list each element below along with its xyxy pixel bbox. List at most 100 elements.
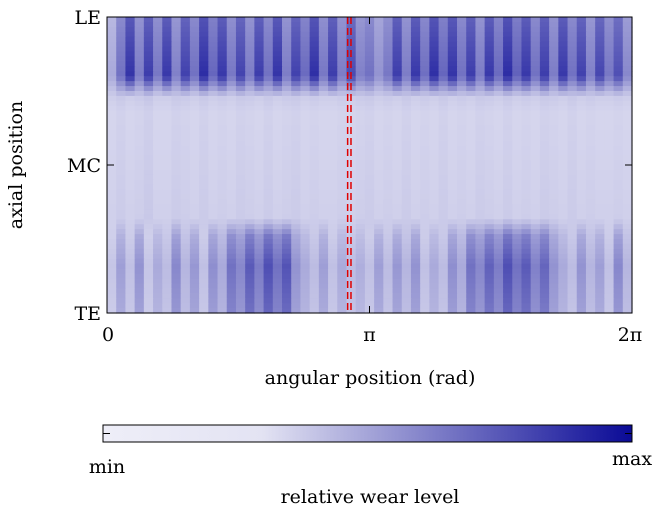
heatmap-cell xyxy=(235,243,246,250)
heatmap-cell xyxy=(254,140,265,146)
heatmap-cell xyxy=(604,36,615,43)
heatmap-cell xyxy=(383,219,394,225)
heatmap-cell xyxy=(410,214,421,220)
heatmap-cell xyxy=(254,229,265,235)
heatmap-cell xyxy=(337,155,348,161)
heatmap-cell xyxy=(604,263,615,270)
heatmap-cell xyxy=(383,214,394,220)
heatmap-cell xyxy=(226,278,237,284)
heatmap-cell xyxy=(245,130,255,136)
heatmap-cell xyxy=(318,293,329,299)
heatmap-cell xyxy=(604,105,615,112)
heatmap-cell xyxy=(374,91,384,97)
heatmap-cell xyxy=(567,160,578,166)
heatmap-cell xyxy=(199,145,209,151)
heatmap-cell xyxy=(585,165,596,171)
heatmap-cell xyxy=(272,165,283,171)
heatmap-cell xyxy=(171,165,182,171)
heatmap-cell xyxy=(622,56,633,62)
heatmap-cell xyxy=(355,76,366,82)
heatmap-cell xyxy=(420,36,430,43)
heatmap-cell xyxy=(125,125,136,132)
heatmap-cell xyxy=(503,204,513,210)
heatmap-cell xyxy=(199,76,209,82)
heatmap-cell xyxy=(549,209,559,215)
heatmap-cell xyxy=(539,150,550,156)
heatmap-cell xyxy=(457,76,467,82)
heatmap-cell xyxy=(475,199,486,206)
heatmap-cell xyxy=(429,100,440,107)
heatmap-cell xyxy=(107,21,117,28)
heatmap-cell xyxy=(613,239,624,245)
heatmap-cell xyxy=(199,110,209,117)
heatmap-cell xyxy=(493,194,504,201)
heatmap-cell xyxy=(484,199,495,206)
heatmap-cell xyxy=(392,71,403,77)
heatmap-cell xyxy=(226,95,237,102)
heatmap-cell xyxy=(199,130,209,136)
heatmap-cell xyxy=(282,268,292,275)
heatmap-cell xyxy=(245,105,255,112)
heatmap-cell xyxy=(328,135,338,141)
heatmap-cell xyxy=(622,303,633,309)
heatmap-cell xyxy=(512,248,523,255)
heatmap-cell xyxy=(392,248,403,255)
heatmap-cell xyxy=(604,71,615,77)
heatmap-cell xyxy=(134,303,145,309)
heatmap-cell xyxy=(604,253,615,260)
heatmap-cell xyxy=(143,120,154,127)
heatmap-cell xyxy=(263,184,274,191)
heatmap-cell xyxy=(171,308,182,314)
heatmap-cell xyxy=(272,283,283,289)
heatmap-cell xyxy=(153,283,163,289)
heatmap-cell xyxy=(429,150,440,156)
heatmap-cell xyxy=(143,263,154,270)
heatmap-cell xyxy=(558,56,569,62)
heatmap-cell xyxy=(622,115,633,122)
heatmap-cell xyxy=(199,86,209,92)
heatmap-cell xyxy=(272,135,283,141)
heatmap-cell xyxy=(475,179,486,186)
heatmap-cell xyxy=(125,100,136,107)
heatmap-cell xyxy=(125,86,136,92)
heatmap-cell xyxy=(420,160,430,166)
heatmap-cell xyxy=(512,61,523,67)
heatmap-cell xyxy=(162,263,173,270)
heatmap-cell xyxy=(162,288,173,294)
heatmap-cell xyxy=(300,140,311,146)
heatmap-cell xyxy=(125,234,136,240)
heatmap-cell xyxy=(512,169,523,176)
heatmap-cell xyxy=(549,51,559,58)
heatmap-cell xyxy=(171,234,182,240)
heatmap-cell xyxy=(355,165,366,171)
heatmap-cell xyxy=(328,169,338,176)
heatmap-cell xyxy=(364,51,375,58)
heatmap-cell xyxy=(383,278,394,284)
heatmap-cell xyxy=(410,100,421,107)
heatmap-cell xyxy=(116,189,127,196)
heatmap-cell xyxy=(503,125,513,132)
heatmap-cell xyxy=(272,174,283,181)
heatmap-cell xyxy=(503,130,513,136)
heatmap-cell xyxy=(530,263,541,270)
heatmap-cell xyxy=(622,17,633,23)
heatmap-cell xyxy=(364,155,375,161)
heatmap-cell xyxy=(125,135,136,141)
heatmap-cell xyxy=(208,174,219,181)
heatmap-cell xyxy=(180,81,191,87)
heatmap-cell xyxy=(282,224,292,230)
heatmap-cell xyxy=(272,239,283,245)
heatmap-cell xyxy=(383,140,394,146)
heatmap-cell xyxy=(567,31,578,38)
heatmap-cell xyxy=(613,95,624,102)
heatmap-cell xyxy=(429,56,440,62)
heatmap-cell xyxy=(613,293,624,299)
heatmap-cell xyxy=(392,145,403,151)
heatmap-cell xyxy=(134,229,145,235)
heatmap-cell xyxy=(457,130,467,136)
heatmap-cell xyxy=(383,229,394,235)
heatmap-cell xyxy=(493,36,504,43)
heatmap-cell xyxy=(613,209,624,215)
heatmap-cell xyxy=(447,110,458,117)
heatmap-cell xyxy=(355,105,366,112)
